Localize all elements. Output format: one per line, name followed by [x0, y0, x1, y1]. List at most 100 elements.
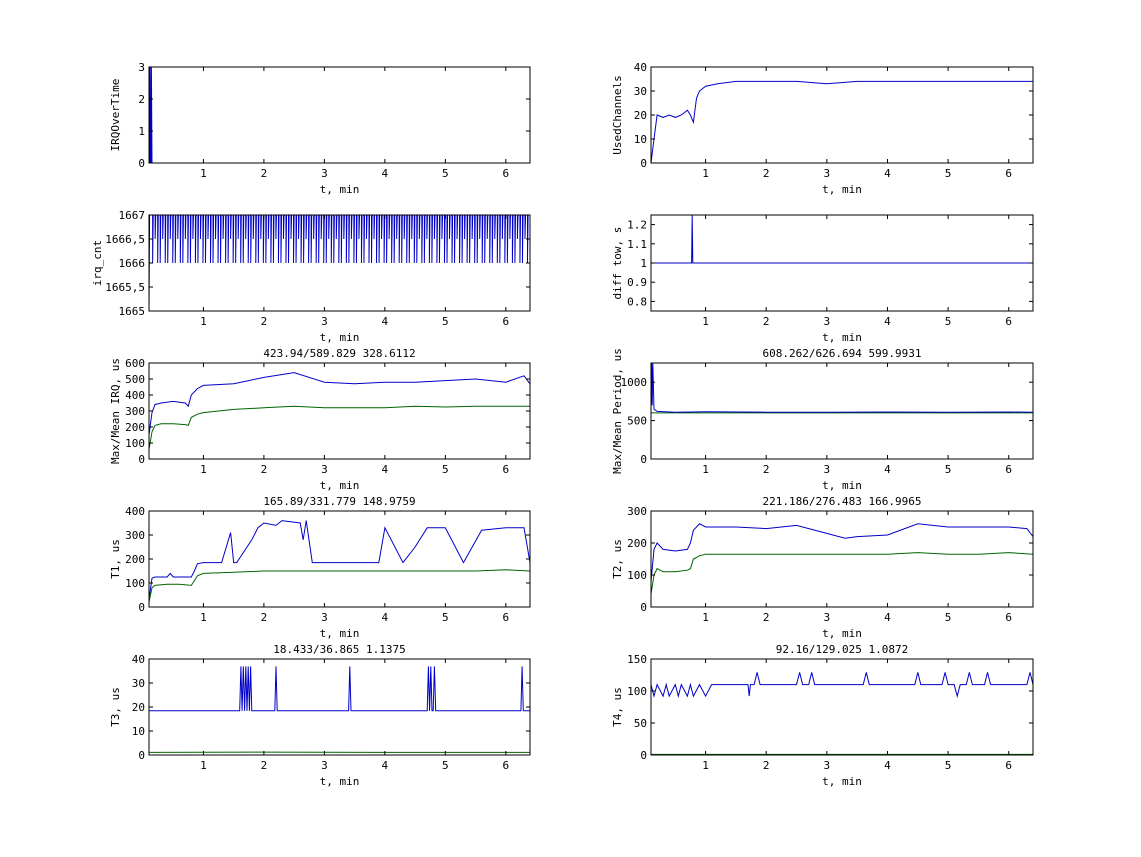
subplot-title: 92.16/129.025 1.0872: [776, 643, 908, 656]
y-tick-label: 100: [125, 437, 145, 450]
x-tick-label: 4: [382, 463, 389, 476]
axes-frame: [148, 66, 531, 164]
x-tick-label: 2: [261, 315, 268, 328]
x-tick-label: 5: [945, 759, 952, 772]
x-tick-label: 4: [884, 315, 891, 328]
subplot-title: 608.262/626.694 599.9931: [763, 347, 922, 360]
y-axis-label: irq_cnt: [91, 240, 104, 286]
y-tick-label: 1667: [119, 209, 146, 222]
x-tick-label: 5: [945, 611, 952, 624]
y-tick-label: 1000: [621, 376, 648, 389]
subplot-diff-tow: 1 2 3 4 5 6 0.8 0.9 1 1.1 1.2 t, min diff tow, s: [611, 214, 1034, 344]
series-line-1: [651, 215, 1033, 264]
x-tick-label: 6: [502, 315, 509, 328]
y-tick-label: 1665,5: [105, 281, 145, 294]
axes-frame: [650, 658, 1034, 756]
y-axis-label: diff tow, s: [611, 227, 624, 300]
y-axis-label: Max/Mean Period, us: [611, 348, 624, 474]
series-line-1: [149, 666, 530, 712]
y-tick-label: 50: [634, 717, 647, 730]
x-tick-label: 3: [321, 315, 328, 328]
x-tick-label: 2: [763, 759, 770, 772]
y-tick-label: 0: [138, 453, 145, 466]
y-tick-label: 300: [627, 505, 647, 518]
y-tick-label: 1665: [119, 305, 146, 318]
y-axis-label: T1, us: [109, 539, 122, 579]
series-line-2: [149, 405, 530, 450]
y-tick-label: 1: [640, 257, 647, 270]
y-axis-label: Max/Mean IRQ, us: [109, 358, 122, 464]
y-tick-label: 3: [138, 61, 145, 74]
y-tick-label: 400: [125, 505, 145, 518]
x-tick-label: 3: [824, 167, 831, 180]
x-tick-label: 3: [321, 463, 328, 476]
y-tick-label: 300: [125, 405, 145, 418]
x-tick-label: 3: [824, 315, 831, 328]
y-tick-label: 0.8: [627, 295, 647, 308]
y-tick-label: 0: [640, 453, 647, 466]
y-tick-label: 100: [627, 569, 647, 582]
x-tick-label: 3: [824, 611, 831, 624]
x-tick-label: 1: [702, 611, 709, 624]
series-line-1: [149, 215, 529, 311]
series-line-1: [149, 67, 530, 163]
x-tick-label: 2: [261, 759, 268, 772]
y-axis-label: IRQOverTime: [109, 79, 122, 152]
x-tick-label: 2: [763, 315, 770, 328]
subplot-irq-cnt: 1 2 3 4 5 6 1665 1665,5 1666 1666,5 1667 t, min irq_…: [91, 209, 531, 344]
x-tick-label: 4: [884, 167, 891, 180]
x-tick-label: 1: [702, 759, 709, 772]
y-tick-label: 20: [132, 701, 145, 714]
y-tick-label: 30: [634, 85, 647, 98]
y-tick-label: 0: [138, 601, 145, 614]
x-tick-label: 6: [1005, 611, 1012, 624]
x-tick-label: 6: [1005, 167, 1012, 180]
x-tick-label: 1: [702, 167, 709, 180]
x-tick-label: 5: [945, 315, 952, 328]
x-tick-label: 5: [442, 463, 449, 476]
y-axis-label: T4, us: [611, 687, 624, 727]
x-tick-label: 1: [200, 611, 207, 624]
axes-frame: [148, 362, 531, 460]
x-tick-label: 6: [502, 167, 509, 180]
x-tick-label: 4: [382, 611, 389, 624]
y-tick-label: 600: [125, 357, 145, 370]
x-tick-label: 2: [763, 611, 770, 624]
y-axis-label: UsedChannels: [611, 75, 624, 154]
x-tick-label: 4: [884, 759, 891, 772]
y-tick-label: 0: [640, 749, 647, 762]
series-line-2: [651, 363, 1033, 413]
x-tick-label: 4: [382, 759, 389, 772]
series-line-1: [651, 523, 1033, 582]
x-axis-label: t, min: [822, 775, 862, 788]
subplot-irqovertime: 1 2 3 4 5 6 0 1 2 3 t, min IRQOverTime: [109, 61, 531, 196]
subplot-t2: 1 2 3 4 5 6 0 100 200 300 t, min T2, us 221.186/276.…: [611, 495, 1034, 640]
y-tick-label: 40: [634, 61, 647, 74]
y-tick-label: 0: [138, 749, 145, 762]
x-axis-label: t, min: [320, 183, 360, 196]
x-axis-label: t, min: [822, 479, 862, 492]
y-tick-label: 1: [138, 125, 145, 138]
x-tick-label: 3: [321, 611, 328, 624]
series-line-2: [651, 552, 1033, 595]
y-tick-label: 100: [627, 685, 647, 698]
subplot-title: 423.94/589.829 328.6112: [263, 347, 415, 360]
x-tick-label: 1: [200, 463, 207, 476]
y-tick-label: 1.1: [627, 238, 647, 251]
y-tick-label: 0: [138, 157, 145, 170]
x-axis-label: t, min: [320, 627, 360, 640]
series-line-2: [149, 569, 530, 603]
y-tick-label: 10: [634, 133, 647, 146]
axes-frame: [650, 362, 1034, 460]
axes-frame: [148, 510, 531, 608]
x-tick-label: 5: [945, 463, 952, 476]
x-axis-label: t, min: [320, 775, 360, 788]
x-tick-label: 3: [321, 167, 328, 180]
y-tick-label: 500: [627, 415, 647, 428]
y-tick-label: 1666,5: [105, 233, 145, 246]
x-axis-label: t, min: [822, 331, 862, 344]
series-line-1: [651, 672, 1033, 699]
subplot-t4: 1 2 3 4 5 6 0 50 100 150 t, min T4, us 92.16/129.025…: [611, 643, 1034, 788]
axes-frame: [148, 658, 531, 756]
